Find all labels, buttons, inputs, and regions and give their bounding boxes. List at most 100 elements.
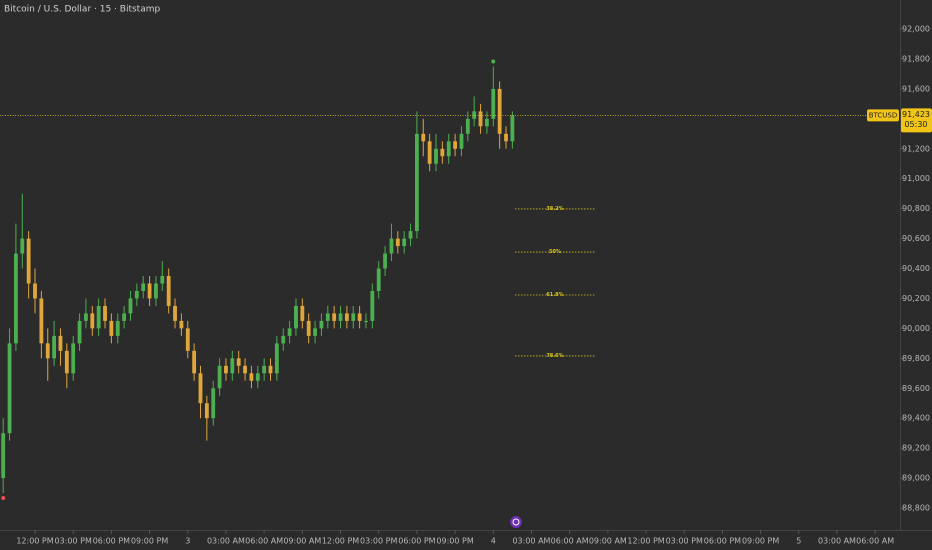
candle-body — [472, 111, 477, 119]
pivot-high-marker — [491, 59, 496, 64]
candle-body — [243, 365, 247, 374]
x-tick-label: 09:00 PM — [131, 537, 168, 546]
candle-body — [14, 253, 18, 344]
candle-body — [204, 403, 209, 419]
candle-body — [33, 283, 37, 299]
fib-label: 50% — [549, 249, 561, 255]
candle-body — [338, 313, 343, 321]
candle-body — [485, 118, 489, 127]
y-tick-label: 89,400 — [902, 414, 930, 423]
candle-body — [351, 313, 356, 321]
candle-body — [427, 141, 432, 164]
x-tick-label: 03:00 AM — [512, 537, 550, 546]
candle-body — [128, 298, 133, 314]
candle-body — [459, 133, 464, 149]
candle-body — [491, 88, 496, 119]
candle-body — [395, 238, 400, 247]
candle-body — [402, 238, 407, 247]
candle-body — [71, 343, 76, 374]
chart-title: Bitcoin / U.S. Dollar · 15 · Bitstamp — [4, 5, 160, 15]
y-tick-label: 90,200 — [902, 294, 930, 303]
candle-body — [281, 335, 286, 344]
candle-body — [211, 388, 216, 419]
candle-body — [268, 365, 273, 374]
x-tick-label: 06:00 AM — [856, 537, 894, 546]
y-tick-label: 90,600 — [902, 234, 930, 243]
y-tick-label: 91,600 — [902, 84, 930, 93]
x-tick-label: 03:00 PM — [666, 537, 703, 546]
candle-body — [26, 238, 31, 284]
candle-body — [52, 335, 57, 359]
candle-body — [154, 283, 158, 299]
candle-body — [249, 373, 254, 381]
symbol-badge — [867, 109, 899, 122]
y-tick-label: 89,600 — [902, 384, 930, 393]
candle-body — [134, 290, 139, 299]
candle-body — [414, 133, 419, 232]
candle-body — [383, 253, 387, 269]
candle-body — [408, 231, 413, 239]
candle-body — [179, 320, 184, 329]
candle-body — [332, 313, 337, 321]
candle-body — [287, 328, 292, 336]
candle-body — [166, 276, 171, 306]
x-tick-label: 03:00 AM — [818, 537, 856, 546]
x-tick-label: 06:00 AM — [551, 537, 589, 546]
candle-body — [58, 335, 63, 351]
x-tick-label: 4 — [491, 537, 496, 546]
candle-body — [306, 320, 311, 336]
countdown-label: 05:30 — [904, 120, 927, 129]
y-tick-label: 89,200 — [902, 444, 930, 453]
y-tick-label: 90,800 — [902, 204, 930, 213]
candle-body — [344, 313, 349, 321]
y-tick-label: 91,800 — [902, 54, 930, 63]
symbol-label: BTCUSD — [869, 111, 898, 119]
candle-body — [357, 313, 362, 321]
candle-body — [319, 320, 324, 329]
candle-body — [376, 268, 381, 291]
candle-body — [90, 313, 95, 329]
candle-body — [364, 320, 368, 322]
pivot-low-marker — [1, 496, 6, 501]
x-tick-label: 09:00 AM — [283, 537, 321, 546]
candle-body — [255, 373, 260, 381]
candle-body — [198, 373, 203, 404]
candle-body — [185, 328, 190, 351]
candle-body — [370, 290, 375, 321]
candle-body — [510, 115, 515, 142]
candle-body — [465, 118, 470, 134]
candle-body — [274, 343, 279, 374]
logo-icon — [510, 516, 522, 528]
y-tick-label: 88,800 — [902, 503, 930, 512]
y-tick-label: 92,000 — [902, 25, 930, 34]
x-tick-label: 09:00 AM — [589, 537, 627, 546]
candle-body — [192, 350, 197, 374]
y-tick-label: 90,000 — [902, 324, 930, 333]
y-tick-label: 91,200 — [902, 144, 930, 153]
candle-body — [64, 350, 69, 374]
x-tick-label: 5 — [796, 537, 801, 546]
candle-body — [160, 276, 165, 284]
x-tick-label: 12:00 PM — [627, 537, 664, 546]
candle-body — [96, 305, 101, 329]
candle-body — [446, 141, 451, 157]
last-price-label: 91,423 — [902, 110, 930, 119]
x-tick-label: 09:00 PM — [436, 537, 473, 546]
x-tick-label: 06:00 PM — [704, 537, 741, 546]
candle-body — [325, 313, 330, 321]
x-tick-label: 06:00 PM — [93, 537, 130, 546]
candle-body — [122, 313, 127, 321]
candle-body — [7, 343, 12, 434]
price-badge — [901, 108, 932, 133]
x-tick-label: 12:00 PM — [322, 537, 359, 546]
candle-body — [39, 298, 44, 344]
candle-body — [109, 320, 114, 336]
x-tick-label: 12:00 PM — [16, 537, 53, 546]
x-tick-label: 06:00 PM — [398, 537, 435, 546]
candle-body — [77, 320, 82, 344]
x-tick-label: 03:00 AM — [207, 537, 245, 546]
candle-body — [440, 148, 445, 157]
candle-body — [313, 328, 317, 336]
